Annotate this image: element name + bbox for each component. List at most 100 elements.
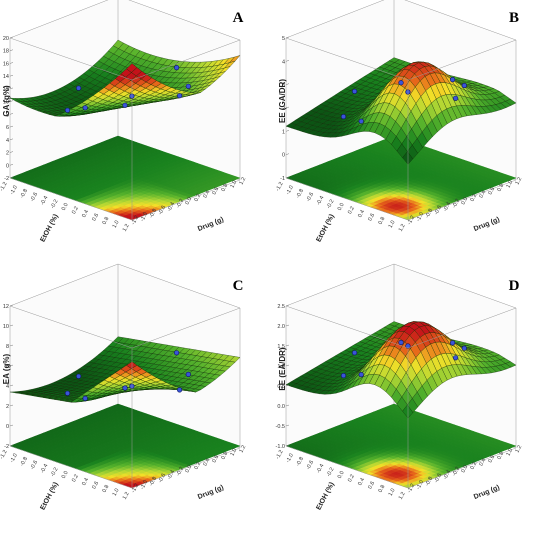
y-tick-label: -1.2 <box>275 449 285 460</box>
x-tick-label: -0.4 <box>166 469 176 480</box>
observed-point <box>64 107 71 113</box>
y-tick-label: 0.2 <box>71 474 80 484</box>
observed-point <box>358 371 364 378</box>
y-axis-label: EtOH (%) <box>39 481 59 511</box>
z-tick-label: 10 <box>3 324 9 330</box>
z-tick-label: 2.0 <box>277 324 285 330</box>
x-tick-label: 0.4 <box>202 458 211 468</box>
x-tick-label: -1.0 <box>415 479 425 490</box>
y-tick-label: -0.2 <box>50 199 60 210</box>
x-tick-label: -0.6 <box>157 473 167 484</box>
z-tick-mark <box>9 344 14 347</box>
x-tick-label: 0.2 <box>193 193 202 203</box>
x-tick-label: 0.0 <box>184 196 193 206</box>
z-tick-mark <box>285 130 290 132</box>
observed-point <box>351 88 358 94</box>
z-tick-mark <box>9 444 14 447</box>
z-tick-label: 1.5 <box>277 344 285 350</box>
box-edge <box>285 37 409 81</box>
back-wall-left <box>10 264 118 446</box>
box-edge <box>393 263 517 309</box>
z-tick-mark <box>285 384 290 387</box>
z-tick-mark <box>9 164 14 166</box>
x-tick-label: -0.4 <box>166 201 176 212</box>
z-tick-mark <box>285 83 290 85</box>
y-tick-label: 0.4 <box>357 209 366 219</box>
z-tick-mark <box>285 444 290 447</box>
y-tick-label: -0.2 <box>50 467 60 478</box>
z-tick-label: -2 <box>4 176 9 182</box>
x-tick-label: 0.2 <box>469 461 478 471</box>
box-edge <box>285 0 385 39</box>
y-axis-label: EtOH (%) <box>39 213 59 243</box>
y-tick-label: -0.8 <box>295 456 305 467</box>
x-tick-label: -0.8 <box>424 476 434 487</box>
panel-letter: A <box>233 10 244 26</box>
y-tick-label: 0.0 <box>337 202 346 212</box>
x-tick-label: -0.2 <box>175 198 185 209</box>
z-axis-label: EE (EA/DR) <box>278 347 287 390</box>
y-tick-label: 0.8 <box>378 484 387 494</box>
y-axis-label: EtOH (%) <box>315 213 335 243</box>
x-tick-label: 0.4 <box>478 458 487 468</box>
x-tick-label: 1.2 <box>514 444 523 454</box>
y-tick-label: -0.4 <box>316 195 326 206</box>
x-tick-label: -0.2 <box>175 466 185 477</box>
y-tick-label: 0.6 <box>91 481 100 491</box>
y-tick-label: 1.2 <box>398 491 407 501</box>
z-tick-label: 4 <box>6 138 9 144</box>
y-tick-label: 0.4 <box>81 209 90 219</box>
z-tick-mark <box>9 62 14 64</box>
observed-point <box>185 371 191 377</box>
y-tick-label: 0.2 <box>71 206 80 216</box>
box-edge <box>285 177 409 221</box>
observed-point <box>82 395 88 401</box>
box-edge <box>9 305 133 349</box>
z-tick-mark <box>9 125 14 128</box>
box-edge <box>131 307 241 349</box>
z-tick-label: 14 <box>3 74 9 80</box>
y-tick-label: 1.0 <box>388 220 397 230</box>
y-tick-label: -1.2 <box>0 181 9 192</box>
x-tick-label: -0.6 <box>433 205 443 216</box>
z-tick-mark <box>285 36 290 39</box>
x-tick-label: 0.8 <box>220 183 229 193</box>
x-tick-label: -1.2 <box>406 215 416 226</box>
surface-cell <box>126 361 138 369</box>
z-tick-label: -0.5 <box>276 424 285 430</box>
x-tick-label: -1.0 <box>139 211 149 222</box>
x-tick-label: 0.8 <box>496 183 505 193</box>
x-axis-label: Drug (g) <box>473 484 501 501</box>
observed-point <box>453 355 459 361</box>
floor-contour-cell <box>230 176 241 180</box>
observed-point <box>340 113 347 120</box>
y-tick-label: -0.4 <box>316 463 326 474</box>
z-tick-label: 2.5 <box>277 304 285 310</box>
z-tick-label: 20 <box>3 36 9 42</box>
y-tick-label: -0.8 <box>19 188 29 199</box>
z-tick-mark <box>285 424 290 427</box>
box-edge <box>9 177 133 221</box>
observed-point <box>64 390 71 396</box>
z-axis-label: EA (g%) <box>2 353 11 384</box>
observed-point <box>461 345 467 351</box>
z-tick-mark <box>9 176 14 179</box>
y-tick-label: -0.4 <box>40 195 50 206</box>
y-tick-label: -1.2 <box>275 181 285 192</box>
observed-point <box>398 80 404 86</box>
x-tick-label: -0.8 <box>148 476 158 487</box>
z-tick-label: -1.0 <box>276 444 285 450</box>
y-tick-label: -0.8 <box>19 456 29 467</box>
x-tick-label: 0.0 <box>460 196 469 206</box>
z-tick-label: 12 <box>3 87 9 93</box>
z-tick-label: 4 <box>282 59 285 65</box>
x-tick-label: 0.6 <box>211 454 220 464</box>
box-edge <box>407 447 517 489</box>
y-tick-label: -0.2 <box>326 199 336 210</box>
x-tick-label: -0.4 <box>442 201 452 212</box>
panel-letter: C <box>233 278 244 294</box>
y-tick-label: -0.2 <box>326 467 336 478</box>
x-tick-label: -0.2 <box>451 466 461 477</box>
y-tick-label: 1.2 <box>122 491 131 501</box>
